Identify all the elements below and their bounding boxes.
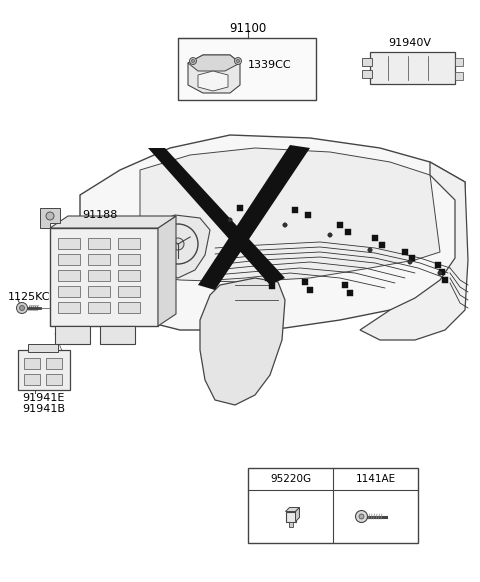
Polygon shape (198, 71, 228, 91)
Text: 95220G: 95220G (270, 474, 311, 484)
Bar (302, 279, 308, 285)
Bar (307, 287, 313, 293)
Circle shape (237, 59, 240, 62)
Bar (100, 326, 135, 344)
Bar (88, 302, 110, 313)
Bar (439, 269, 445, 275)
Circle shape (328, 233, 332, 237)
Circle shape (438, 271, 442, 275)
Text: 91940V: 91940V (388, 38, 431, 48)
Bar (345, 229, 351, 235)
Bar (88, 238, 110, 249)
Bar (305, 212, 311, 218)
Bar (28, 344, 58, 352)
Polygon shape (198, 145, 310, 290)
Bar (46, 358, 62, 369)
Bar (455, 72, 463, 80)
Bar (88, 286, 110, 297)
Polygon shape (188, 55, 240, 71)
Bar (118, 286, 140, 297)
Bar (237, 205, 243, 211)
Bar (249, 209, 255, 215)
Bar (442, 277, 448, 283)
Circle shape (235, 58, 241, 65)
Bar (248, 468, 418, 543)
Bar (118, 238, 140, 249)
Circle shape (283, 223, 287, 227)
Bar (370, 52, 455, 84)
Bar (46, 374, 62, 385)
Bar (118, 254, 140, 265)
Text: 1141AE: 1141AE (355, 474, 396, 484)
Bar (379, 242, 385, 248)
Polygon shape (40, 208, 60, 228)
Bar (178, 38, 316, 100)
Bar (409, 255, 415, 261)
Bar (55, 326, 90, 344)
Polygon shape (200, 278, 285, 405)
Bar (435, 262, 441, 268)
Text: 91188: 91188 (82, 210, 118, 220)
Circle shape (190, 58, 196, 65)
Circle shape (356, 510, 368, 523)
Bar (24, 374, 40, 385)
Bar (288, 521, 292, 527)
Bar (265, 275, 271, 281)
Circle shape (172, 238, 184, 250)
Bar (269, 283, 275, 289)
Bar (347, 290, 353, 296)
Bar (88, 254, 110, 265)
Text: 91100: 91100 (229, 22, 266, 35)
Bar (18, 350, 70, 390)
Circle shape (408, 260, 412, 264)
Bar (58, 302, 80, 313)
Polygon shape (148, 148, 285, 285)
Circle shape (20, 306, 24, 311)
Bar (88, 270, 110, 281)
Text: 91941B: 91941B (22, 404, 65, 414)
Polygon shape (50, 216, 176, 228)
Polygon shape (140, 148, 440, 282)
Polygon shape (188, 55, 240, 93)
Polygon shape (145, 215, 210, 278)
Circle shape (228, 218, 232, 222)
Bar (292, 207, 298, 213)
Bar (58, 238, 80, 249)
Polygon shape (80, 135, 465, 330)
Text: 91941E: 91941E (22, 393, 64, 403)
Bar (58, 270, 80, 281)
Circle shape (359, 514, 364, 519)
Bar (362, 58, 372, 66)
Circle shape (46, 212, 54, 220)
Bar (455, 58, 463, 66)
Bar (50, 228, 158, 326)
Text: 1125KC: 1125KC (8, 292, 50, 302)
Bar (342, 282, 348, 288)
Bar (58, 286, 80, 297)
Bar (58, 254, 80, 265)
Bar (337, 222, 343, 228)
Bar (286, 512, 296, 521)
Polygon shape (286, 508, 300, 512)
Polygon shape (296, 508, 300, 521)
Text: 1339CC: 1339CC (248, 60, 292, 70)
Bar (118, 302, 140, 313)
Polygon shape (158, 216, 176, 326)
Bar (362, 70, 372, 78)
Bar (262, 201, 268, 207)
Circle shape (16, 303, 27, 314)
Circle shape (368, 248, 372, 252)
Polygon shape (360, 162, 468, 340)
Bar (118, 270, 140, 281)
Bar (372, 235, 378, 241)
Bar (402, 249, 408, 255)
Bar (24, 358, 40, 369)
Circle shape (192, 59, 194, 62)
